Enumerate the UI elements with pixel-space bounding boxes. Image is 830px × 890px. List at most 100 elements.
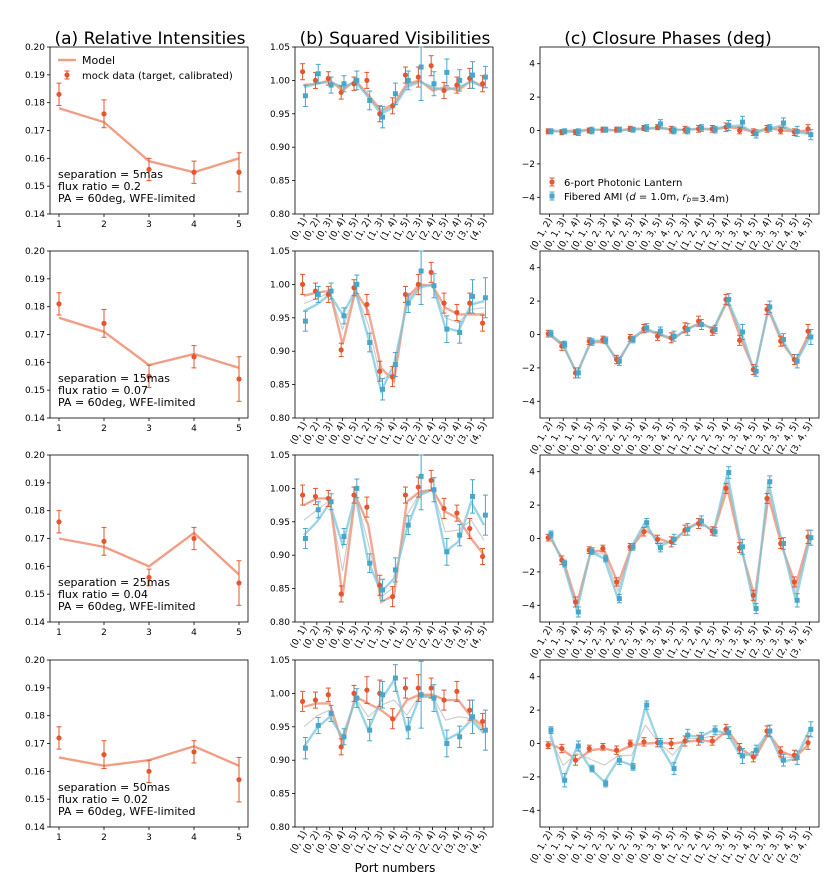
- lantern-point: [377, 582, 383, 588]
- lantern-point: [641, 739, 647, 745]
- ami-point: [767, 125, 773, 131]
- y-tick-label: 0.15: [25, 590, 45, 600]
- y-tick-label: 1.05: [270, 247, 290, 257]
- y-tick-label: 0.20: [25, 656, 45, 666]
- x-tick-label: 5: [236, 833, 242, 843]
- legend-ami-label-part: Fibered AMI (: [564, 192, 629, 203]
- panel-b-row-3: 0.800.850.900.951.001.05(0, 1)(0, 2)(0, …: [270, 451, 494, 650]
- model-line: [58, 316, 240, 370]
- model-line-overlap: [549, 480, 811, 610]
- ami-point: [589, 339, 595, 345]
- x-tick-label: 1: [56, 424, 62, 434]
- data-point: [146, 166, 152, 173]
- panel-a-row-1: 0.14 0.15 0.16 0.17 0.18 0.19 0.20 1 2 3 4 5 separat…: [25, 43, 249, 230]
- y-tick-label: 0.17: [25, 331, 45, 341]
- ami-point: [726, 296, 732, 302]
- ami-point: [457, 734, 463, 740]
- ami-point: [767, 479, 773, 485]
- ami-point: [367, 727, 373, 733]
- ami-point: [767, 304, 773, 310]
- ami-point: [780, 337, 786, 343]
- lantern-point: [338, 89, 344, 96]
- axes-frame: [294, 46, 494, 215]
- ami-point: [589, 128, 595, 133]
- legend-ami-swatch: [549, 193, 555, 199]
- model-line-lantern: [549, 728, 811, 762]
- ami-point: [698, 518, 704, 524]
- y-tick-label: 0.90: [270, 347, 290, 357]
- ami-point: [698, 125, 704, 131]
- lantern-point: [415, 281, 421, 287]
- y-tick-label: 4: [529, 673, 535, 683]
- lantern-point: [300, 698, 306, 705]
- lantern-point: [778, 749, 784, 755]
- panel-b-row-4: 0.800.850.900.951.001.05(0, 1)(0, 2)(0, …: [270, 656, 494, 855]
- ami-point: [548, 331, 554, 337]
- panel-a-row-2: 0.14 0.15 0.16 0.17 0.18 0.19 0.20 1 2 3 4 5 separat…: [25, 247, 249, 434]
- ami-point: [367, 560, 373, 566]
- ami-point: [630, 337, 636, 343]
- data-point: [146, 574, 152, 581]
- title-closure-phases: (c) Closure Phases (deg): [564, 29, 771, 49]
- ami-point: [753, 368, 759, 374]
- lantern-point: [428, 685, 434, 691]
- ami-point: [780, 120, 786, 126]
- ami-point: [548, 531, 554, 537]
- ami-point: [575, 129, 581, 135]
- lantern-point: [338, 347, 344, 353]
- ami-point: [780, 541, 786, 547]
- y-tick-label: 0.20: [25, 451, 45, 461]
- legend-data-swatch: [64, 72, 70, 78]
- ami-point: [457, 329, 463, 335]
- ami-point: [548, 727, 554, 733]
- y-tick-label: 0.15: [25, 386, 45, 396]
- ami-point: [470, 293, 476, 299]
- ami-point: [418, 692, 424, 698]
- ami-point: [405, 77, 411, 83]
- ami-point: [726, 730, 732, 736]
- ami-point: [380, 386, 386, 392]
- data-point: [146, 373, 152, 379]
- title-squared-visibilities: (b) Squared Visibilities: [300, 29, 491, 49]
- y-tick-label: 2: [529, 501, 535, 511]
- lantern-point: [364, 301, 370, 308]
- ami-point: [354, 485, 360, 491]
- data-point: [56, 301, 62, 307]
- lantern-point: [627, 740, 633, 747]
- ami-point: [657, 740, 663, 746]
- lantern-point: [454, 510, 460, 516]
- panel-b-row-2: 0.800.850.900.951.001.05(0, 1)(0, 2)(0, …: [270, 247, 494, 446]
- ami-point: [367, 97, 373, 103]
- x-tick-label: 1: [56, 220, 62, 230]
- ami-point: [644, 125, 650, 131]
- y-tick-label: 1.05: [270, 43, 290, 53]
- y-tick-label: 0.18: [25, 303, 45, 313]
- ami-point: [630, 764, 636, 770]
- y-tick-label: 0.20: [25, 247, 45, 257]
- y-tick-label: 0.95: [270, 723, 290, 733]
- lantern-point: [805, 740, 811, 746]
- lantern-point: [545, 742, 551, 748]
- ami-point: [302, 536, 308, 541]
- y-tick-label: 0.80: [270, 823, 290, 833]
- y-tick-label: 0.18: [25, 507, 45, 517]
- y-tick-label: 1.00: [270, 689, 290, 699]
- ami-point: [685, 732, 691, 738]
- data-point: [56, 91, 62, 97]
- data-point: [101, 752, 107, 758]
- ami-point: [644, 702, 650, 708]
- ami-point: [341, 533, 347, 539]
- lantern-point: [764, 495, 770, 502]
- ami-point: [431, 487, 437, 493]
- annotation-line: flux ratio = 0.07: [58, 384, 148, 397]
- y-tick-label: 0: [529, 127, 535, 137]
- lantern-point: [709, 738, 715, 744]
- legend-ami-label: Fibered AMI (d = 1.0m, rb=3.4m): [564, 192, 729, 205]
- y-tick-label: 0.14: [25, 618, 45, 628]
- y-tick-label: −2: [522, 364, 535, 374]
- ami-point: [603, 556, 609, 562]
- ami-point: [367, 340, 373, 346]
- legend-ami-label-part: d: [629, 192, 636, 203]
